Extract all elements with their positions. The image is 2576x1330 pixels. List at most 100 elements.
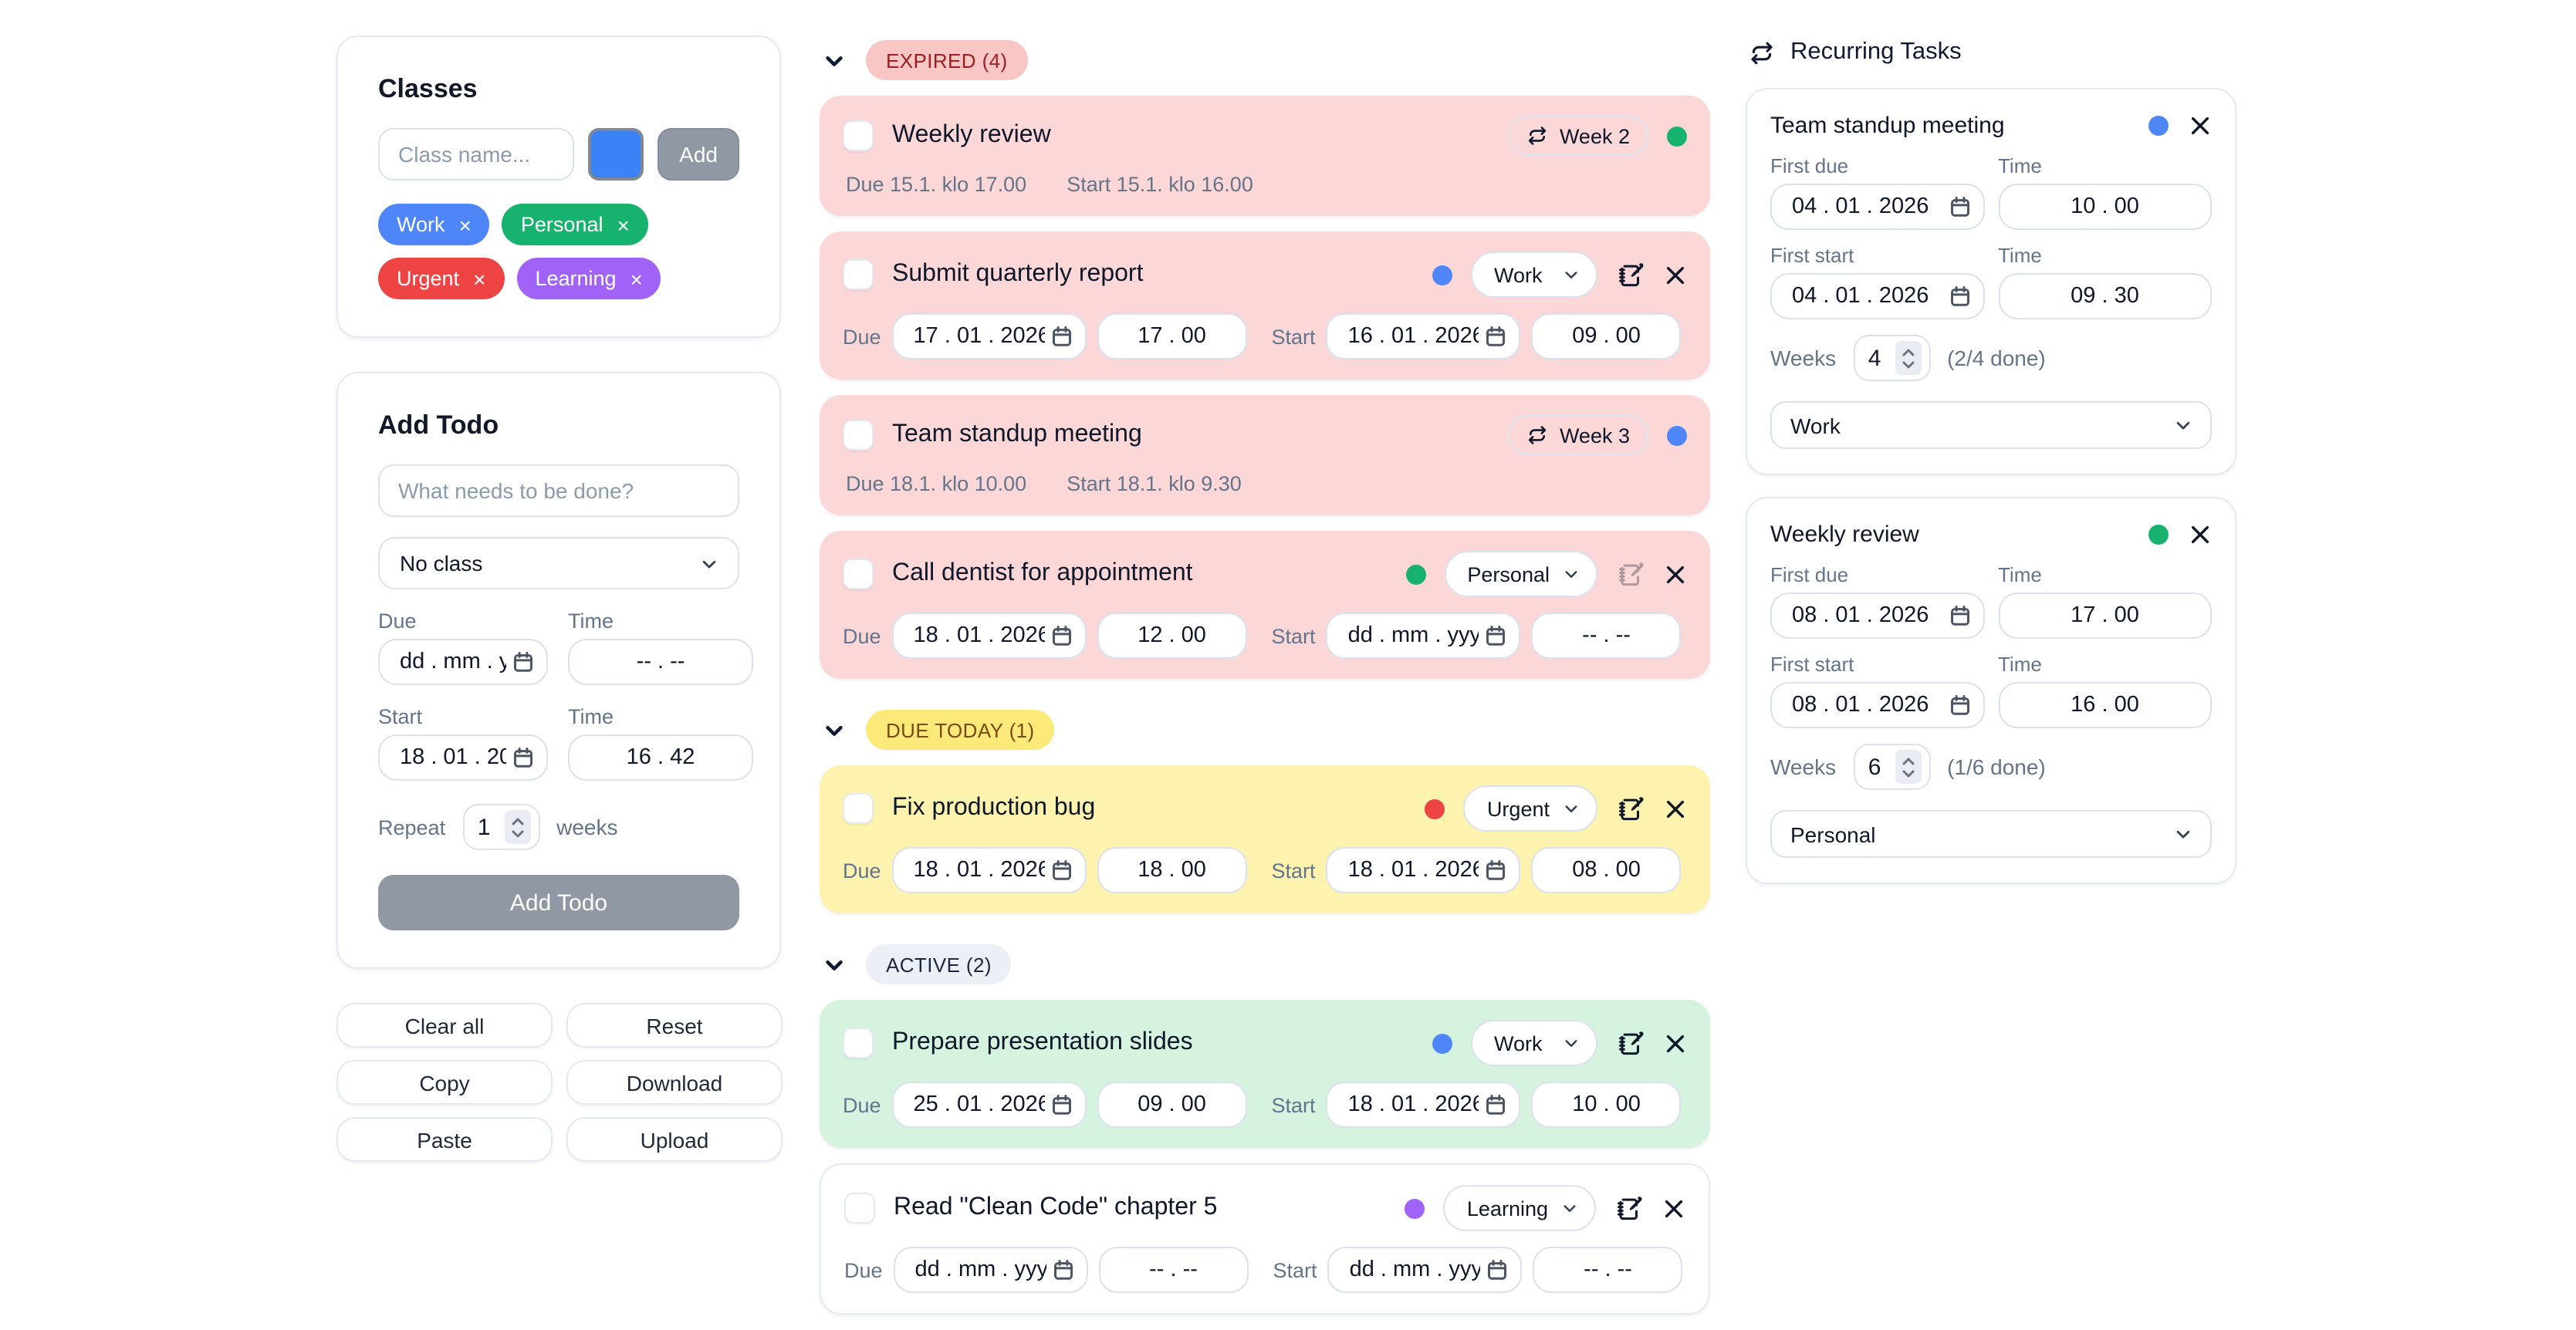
edit-todo-button[interactable] xyxy=(1616,794,1645,823)
due-date-input[interactable]: dd . mm . yyyy xyxy=(378,639,548,685)
first-due-label: First due xyxy=(1770,563,1849,586)
start-time-input[interactable]: 16 . 42 xyxy=(568,734,753,781)
delete-todo-button[interactable] xyxy=(1664,562,1687,586)
due-time-input[interactable]: 09 . 00 xyxy=(1097,1082,1247,1128)
copy-button[interactable]: Copy xyxy=(336,1060,553,1105)
todo-class-select[interactable]: Work xyxy=(1471,251,1597,298)
due-date-input[interactable]: dd . mm . yyyy xyxy=(893,1247,1088,1293)
first-start-date-input[interactable]: 08 . 01 . 2026 xyxy=(1770,682,1984,728)
recurring-class-select[interactable]: Personal xyxy=(1770,810,2212,858)
todo-checkbox[interactable] xyxy=(844,1193,875,1224)
edit-todo-button[interactable] xyxy=(1616,559,1645,589)
journal-pencil-icon xyxy=(1619,562,1644,586)
todo-class-select[interactable]: Personal xyxy=(1444,551,1597,597)
add-todo-button[interactable]: Add Todo xyxy=(378,875,739,930)
due-time-input[interactable]: 18 . 00 xyxy=(1097,847,1247,893)
delete-todo-button[interactable] xyxy=(1664,1031,1687,1055)
upload-button[interactable]: Upload xyxy=(566,1117,783,1162)
clear-all-button[interactable]: Clear all xyxy=(336,1003,553,1048)
start-time-input[interactable]: -- . -- xyxy=(1533,1247,1683,1293)
collapse-section-button[interactable] xyxy=(823,718,846,741)
start-date-input[interactable]: 18 . 01 . 2026 xyxy=(378,734,548,781)
todo-card: Fix production bug Urgent Due xyxy=(820,765,1710,913)
stepper-arrows-icon[interactable] xyxy=(1895,750,1922,784)
start-date-input[interactable]: dd . mm . yyyy xyxy=(1326,613,1521,659)
todo-checkbox[interactable] xyxy=(843,793,874,824)
due-time-input[interactable]: 12 . 00 xyxy=(1097,613,1247,659)
close-icon xyxy=(1666,565,1685,583)
due-time-input[interactable]: -- . -- xyxy=(568,639,753,685)
first-due-date-input[interactable]: 08 . 01 . 2026 xyxy=(1770,592,1984,639)
edit-todo-button[interactable] xyxy=(1614,1193,1644,1223)
chip-remove-icon[interactable]: × xyxy=(617,212,630,237)
chip-label: Work xyxy=(397,213,445,236)
calendar-icon xyxy=(1950,285,1969,306)
start-label: Start xyxy=(1271,325,1316,348)
delete-todo-button[interactable] xyxy=(1662,1197,1685,1220)
start-time-input[interactable]: -- . -- xyxy=(1531,613,1682,659)
todo-class-select[interactable]: No class xyxy=(378,537,739,589)
paste-button[interactable]: Paste xyxy=(336,1117,553,1162)
download-button[interactable]: Download xyxy=(566,1060,783,1105)
start-time-input[interactable]: 08 . 00 xyxy=(1531,847,1682,893)
edit-todo-button[interactable] xyxy=(1616,260,1645,289)
start-date-input[interactable]: 18 . 01 . 2026 xyxy=(1326,1082,1521,1128)
first-start-time-input[interactable]: 09 . 30 xyxy=(1998,273,2212,319)
chip-remove-icon[interactable]: × xyxy=(458,212,472,237)
first-start-date-input[interactable]: 04 . 01 . 2026 xyxy=(1770,273,1984,319)
todo-checkbox[interactable] xyxy=(843,559,874,589)
first-due-date-input[interactable]: 04 . 01 . 2026 xyxy=(1770,184,1984,230)
delete-recurring-button[interactable] xyxy=(2189,523,2212,546)
reset-button[interactable]: Reset xyxy=(566,1003,783,1048)
class-color-swatch[interactable] xyxy=(588,128,644,181)
todo-checkbox[interactable] xyxy=(843,1028,874,1058)
start-time-input[interactable]: 09 . 00 xyxy=(1531,313,1682,360)
todo-text-input[interactable] xyxy=(378,464,739,517)
stepper-arrows-icon[interactable] xyxy=(1895,341,1922,375)
recurring-class-select[interactable]: Work xyxy=(1770,401,2212,449)
todo-title: Prepare presentation slides xyxy=(892,1029,1193,1055)
start-date-input[interactable]: dd . mm . yyyy xyxy=(1327,1247,1523,1293)
todo-list-column: EXPIRED (4) Weekly review Week 2 Due 15.… xyxy=(820,25,1710,1330)
stepper-arrows-icon[interactable] xyxy=(504,810,531,844)
delete-recurring-button[interactable] xyxy=(2189,114,2212,137)
delete-todo-button[interactable] xyxy=(1664,263,1687,286)
delete-todo-button[interactable] xyxy=(1664,797,1687,820)
first-start-time-input[interactable]: 16 . 00 xyxy=(1998,682,2212,728)
due-time-input[interactable]: -- . -- xyxy=(1098,1247,1249,1293)
todo-class-select[interactable]: Learning xyxy=(1443,1185,1596,1231)
class-name-input[interactable] xyxy=(378,128,575,181)
todo-card: Team standup meeting Week 3 Due 18.1. kl… xyxy=(820,395,1710,515)
due-date-input[interactable]: 18 . 01 . 2026 xyxy=(891,847,1087,893)
section-badge: EXPIRED (4) xyxy=(866,40,1028,80)
first-due-time-input[interactable]: 10 . 00 xyxy=(1998,184,2212,230)
start-time-input[interactable]: 10 . 00 xyxy=(1531,1082,1682,1128)
class-chip-learning: Learning × xyxy=(516,258,661,299)
first-due-time-input[interactable]: 17 . 00 xyxy=(1998,592,2212,639)
due-date-input[interactable]: 25 . 01 . 2026 xyxy=(891,1082,1087,1128)
todo-class-select[interactable]: Work xyxy=(1471,1020,1597,1066)
due-date-input[interactable]: 18 . 01 . 2026 xyxy=(891,613,1087,659)
class-dot xyxy=(1425,798,1445,819)
todo-checkbox[interactable] xyxy=(843,259,874,290)
class-dot xyxy=(1405,1198,1425,1218)
edit-todo-button[interactable] xyxy=(1616,1028,1645,1058)
chip-remove-icon[interactable]: × xyxy=(473,266,486,291)
start-date-input[interactable]: 16 . 01 . 2026 xyxy=(1326,313,1521,360)
weeks-label: Weeks xyxy=(1770,346,1837,370)
chip-remove-icon[interactable]: × xyxy=(630,266,643,291)
recurring-tasks-panel: Recurring Tasks Team standup meeting Fir… xyxy=(1746,25,2236,906)
start-date-input[interactable]: 18 . 01 . 2026 xyxy=(1326,847,1521,893)
weeks-stepper[interactable]: 6 xyxy=(1853,744,1931,790)
class-dot xyxy=(1405,564,1426,584)
weeks-stepper[interactable]: 4 xyxy=(1853,335,1931,381)
collapse-section-button[interactable] xyxy=(823,49,846,72)
repeat-weeks-stepper[interactable]: 1 xyxy=(462,804,540,850)
todo-checkbox[interactable] xyxy=(843,420,874,451)
due-date-input[interactable]: 17 . 01 . 2026 xyxy=(891,313,1087,360)
todo-class-select[interactable]: Urgent xyxy=(1463,785,1597,832)
due-time-input[interactable]: 17 . 00 xyxy=(1097,313,1247,360)
add-class-button[interactable]: Add xyxy=(658,128,739,181)
collapse-section-button[interactable] xyxy=(823,953,846,976)
todo-checkbox[interactable] xyxy=(843,120,874,151)
